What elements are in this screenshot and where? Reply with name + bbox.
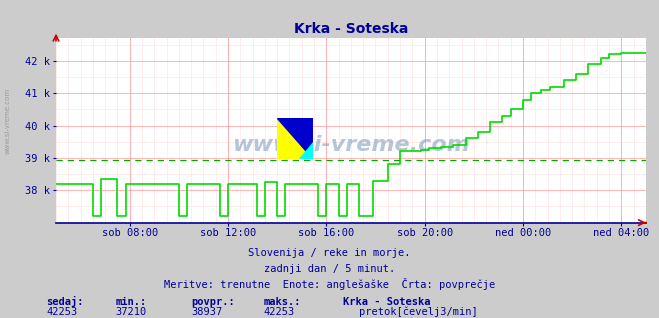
Polygon shape xyxy=(299,142,313,159)
Text: zadnji dan / 5 minut.: zadnji dan / 5 minut. xyxy=(264,264,395,274)
Text: sedaj:: sedaj: xyxy=(46,296,84,307)
Text: 42253: 42253 xyxy=(264,308,295,317)
Text: min.:: min.: xyxy=(115,297,146,307)
Text: www.si-vreme.com: www.si-vreme.com xyxy=(5,88,11,154)
Text: Slovenija / reke in morje.: Slovenija / reke in morje. xyxy=(248,248,411,258)
Text: 38937: 38937 xyxy=(191,308,222,317)
Text: 37210: 37210 xyxy=(115,308,146,317)
Text: pretok[čevelj3/min]: pretok[čevelj3/min] xyxy=(359,307,478,317)
Text: 42253: 42253 xyxy=(46,308,77,317)
Text: povpr.:: povpr.: xyxy=(191,297,235,307)
Text: Krka - Soteska: Krka - Soteska xyxy=(343,297,430,307)
Title: Krka - Soteska: Krka - Soteska xyxy=(294,22,408,36)
Text: Meritve: trenutne  Enote: anglešaške  Črta: povprečje: Meritve: trenutne Enote: anglešaške Črta… xyxy=(164,278,495,290)
Polygon shape xyxy=(277,118,313,159)
Text: maks.:: maks.: xyxy=(264,297,301,307)
Text: www.si-vreme.com: www.si-vreme.com xyxy=(232,135,470,155)
Polygon shape xyxy=(277,118,313,159)
